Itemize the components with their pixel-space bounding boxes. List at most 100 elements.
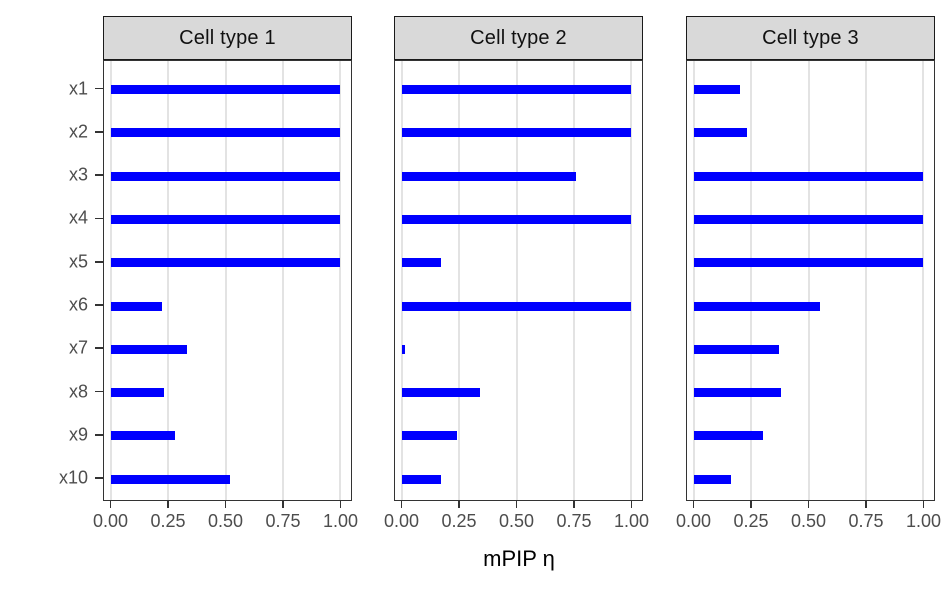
x-tick-label: 1.00 <box>906 511 942 531</box>
x-axis: 0.00 0.25 0.50 0.75 1.00 <box>384 501 649 561</box>
bar-x2 <box>111 128 340 138</box>
bar-x10 <box>694 474 731 484</box>
x-tick <box>750 501 752 508</box>
x-tick <box>458 501 460 508</box>
bar-x3 <box>111 171 340 181</box>
x-tick <box>865 501 867 508</box>
gridline <box>458 61 461 500</box>
bar-x9 <box>694 431 763 441</box>
bar-x8 <box>694 388 782 398</box>
y-tick <box>95 217 103 220</box>
x-tick-label: 1.00 <box>323 511 359 531</box>
gridline <box>338 61 341 500</box>
y-tick-label: x6 <box>68 294 88 315</box>
x-tick-label: 0.00 <box>675 511 711 531</box>
x-tick <box>922 501 925 508</box>
x-tick-label: 0.50 <box>790 511 827 531</box>
gridline <box>515 61 518 500</box>
bar-x7 <box>694 344 779 354</box>
gridline <box>807 61 810 500</box>
gridline <box>281 61 284 500</box>
x-axis: 0.00 0.25 0.50 0.75 1.00 <box>93 501 358 561</box>
facet-plot-panel <box>394 60 643 501</box>
bar-x4 <box>694 214 923 224</box>
y-tick <box>95 434 103 436</box>
gridline <box>693 61 696 500</box>
bar-x6 <box>111 301 162 311</box>
x-tick-label: 0.75 <box>265 511 301 531</box>
bar-x3 <box>694 171 923 181</box>
bar-x1 <box>694 85 741 94</box>
y-tick-label: x3 <box>68 164 88 185</box>
facet-strip: Cell type 2 <box>394 16 643 60</box>
x-axis-title: mPIP η <box>483 546 555 571</box>
facet-3: Cell type 3 0.00 0.25 0.50 0.75 1.00 <box>676 16 941 576</box>
x-tick <box>692 501 695 508</box>
bar-x7 <box>402 344 405 354</box>
bar-x2 <box>402 128 631 138</box>
facet-1: Cell type 1 0.00 0.25 0.50 0.75 1.00 <box>93 16 358 576</box>
facet-plot-panel <box>686 60 935 501</box>
facet-strip: Cell type 3 <box>686 16 935 60</box>
bar-x10 <box>402 474 442 484</box>
facet-strip: Cell type 1 <box>103 16 352 60</box>
bar-x5 <box>402 258 442 268</box>
gridline <box>572 61 575 500</box>
x-tick-label: 0.00 <box>92 511 128 531</box>
y-tick-label: x10 <box>58 467 88 488</box>
y-tick-label: x8 <box>68 381 88 402</box>
x-tick-label: 0.75 <box>556 511 592 531</box>
bar-x8 <box>402 388 480 398</box>
x-tick <box>630 501 633 508</box>
y-tick-label: x4 <box>68 207 88 228</box>
x-tick-label: 0.50 <box>498 511 535 531</box>
x-tick <box>224 501 227 508</box>
x-tick <box>282 501 284 508</box>
gridline <box>629 61 632 500</box>
y-tick-label: x1 <box>68 78 88 98</box>
y-tick <box>95 174 103 176</box>
y-tick <box>95 260 103 263</box>
x-tick-label: 0.25 <box>441 511 477 531</box>
gridline <box>110 61 113 500</box>
facet-strip-label: Cell type 1 <box>179 26 276 49</box>
y-tick-label: x2 <box>68 121 88 142</box>
y-tick <box>95 390 103 393</box>
bar-x3 <box>402 171 576 181</box>
x-axis: 0.00 0.25 0.50 0.75 1.00 <box>676 501 941 561</box>
bar-x2 <box>694 128 747 138</box>
x-tick <box>167 501 169 508</box>
bar-x4 <box>111 214 340 224</box>
gridline <box>401 61 404 500</box>
x-tick <box>515 501 518 508</box>
bar-x1 <box>111 85 340 94</box>
facet-2: Cell type 2 0.00 0.25 0.50 0.75 1.00 <box>384 16 649 576</box>
gridline <box>921 61 924 500</box>
bar-x9 <box>402 431 458 441</box>
bar-x9 <box>111 431 176 441</box>
x-tick-label: 0.75 <box>848 511 884 531</box>
bar-x10 <box>111 474 231 484</box>
bar-x8 <box>111 388 164 398</box>
bar-x5 <box>694 258 923 268</box>
facet-strip-label: Cell type 3 <box>762 26 859 49</box>
x-tick <box>339 501 342 508</box>
y-tick <box>95 304 103 306</box>
bar-x6 <box>694 301 820 311</box>
x-tick <box>573 501 575 508</box>
x-tick-label: 0.50 <box>207 511 244 531</box>
gridline <box>167 61 170 500</box>
y-tick-label: x5 <box>68 251 88 272</box>
bar-x4 <box>402 214 631 224</box>
gridline <box>750 61 753 500</box>
y-tick <box>95 477 103 480</box>
x-tick-label: 0.25 <box>733 511 769 531</box>
y-axis: x1 x2 x3 x4 x5 x6 x7 x8 x9 x10 <box>0 60 103 501</box>
y-tick <box>95 347 103 350</box>
y-tick-label: x7 <box>68 337 88 358</box>
y-tick-label: x9 <box>68 424 88 445</box>
x-tick-label: 0.00 <box>383 511 419 531</box>
y-tick <box>95 87 103 90</box>
x-tick <box>807 501 810 508</box>
